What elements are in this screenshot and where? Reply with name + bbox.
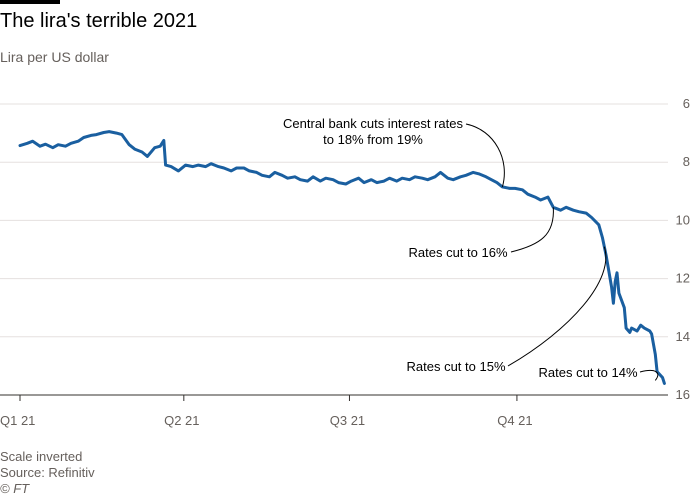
chart-area: 6 8 10 12 14 16 Q1 21 Q2 21 Q3 21 Q4 21 Central ba… — [0, 96, 690, 428]
y-tick-label: 6 — [683, 96, 690, 111]
annotation-text: Rates cut to 15% — [407, 359, 506, 374]
annotation-text: Rates cut to 16% — [409, 245, 508, 260]
x-tick-label: Q3 21 — [330, 413, 365, 428]
annotation-leader — [465, 123, 505, 188]
y-tick-label: 12 — [676, 271, 690, 286]
annotation-leader — [639, 369, 659, 381]
annotation-leader — [507, 246, 607, 367]
series-line-lira — [18, 130, 666, 385]
chart-subtitle: Lira per US dollar — [0, 49, 109, 65]
x-tick-label: Q1 21 — [0, 413, 35, 428]
annotation-leader — [510, 207, 554, 253]
y-tick-label: 16 — [676, 387, 690, 402]
x-tick-label: Q2 21 — [164, 413, 199, 428]
brand-bar — [0, 0, 60, 4]
annotation-text: Rates cut to 14% — [539, 365, 638, 380]
y-tick-label: 8 — [683, 154, 690, 169]
annotation-text: Central bank cuts interest rates — [283, 116, 463, 131]
annotation-text: to 18% from 19% — [323, 132, 423, 147]
footer-source: Source: Refinitiv — [0, 465, 95, 480]
x-tick-label: Q4 21 — [497, 413, 532, 428]
y-tick-label: 10 — [676, 212, 690, 227]
y-tick-label: 14 — [676, 329, 690, 344]
footer-copyright: © FT — [0, 481, 30, 496]
footer-note: Scale inverted — [0, 449, 83, 464]
chart-title: The lira's terrible 2021 — [0, 10, 198, 32]
